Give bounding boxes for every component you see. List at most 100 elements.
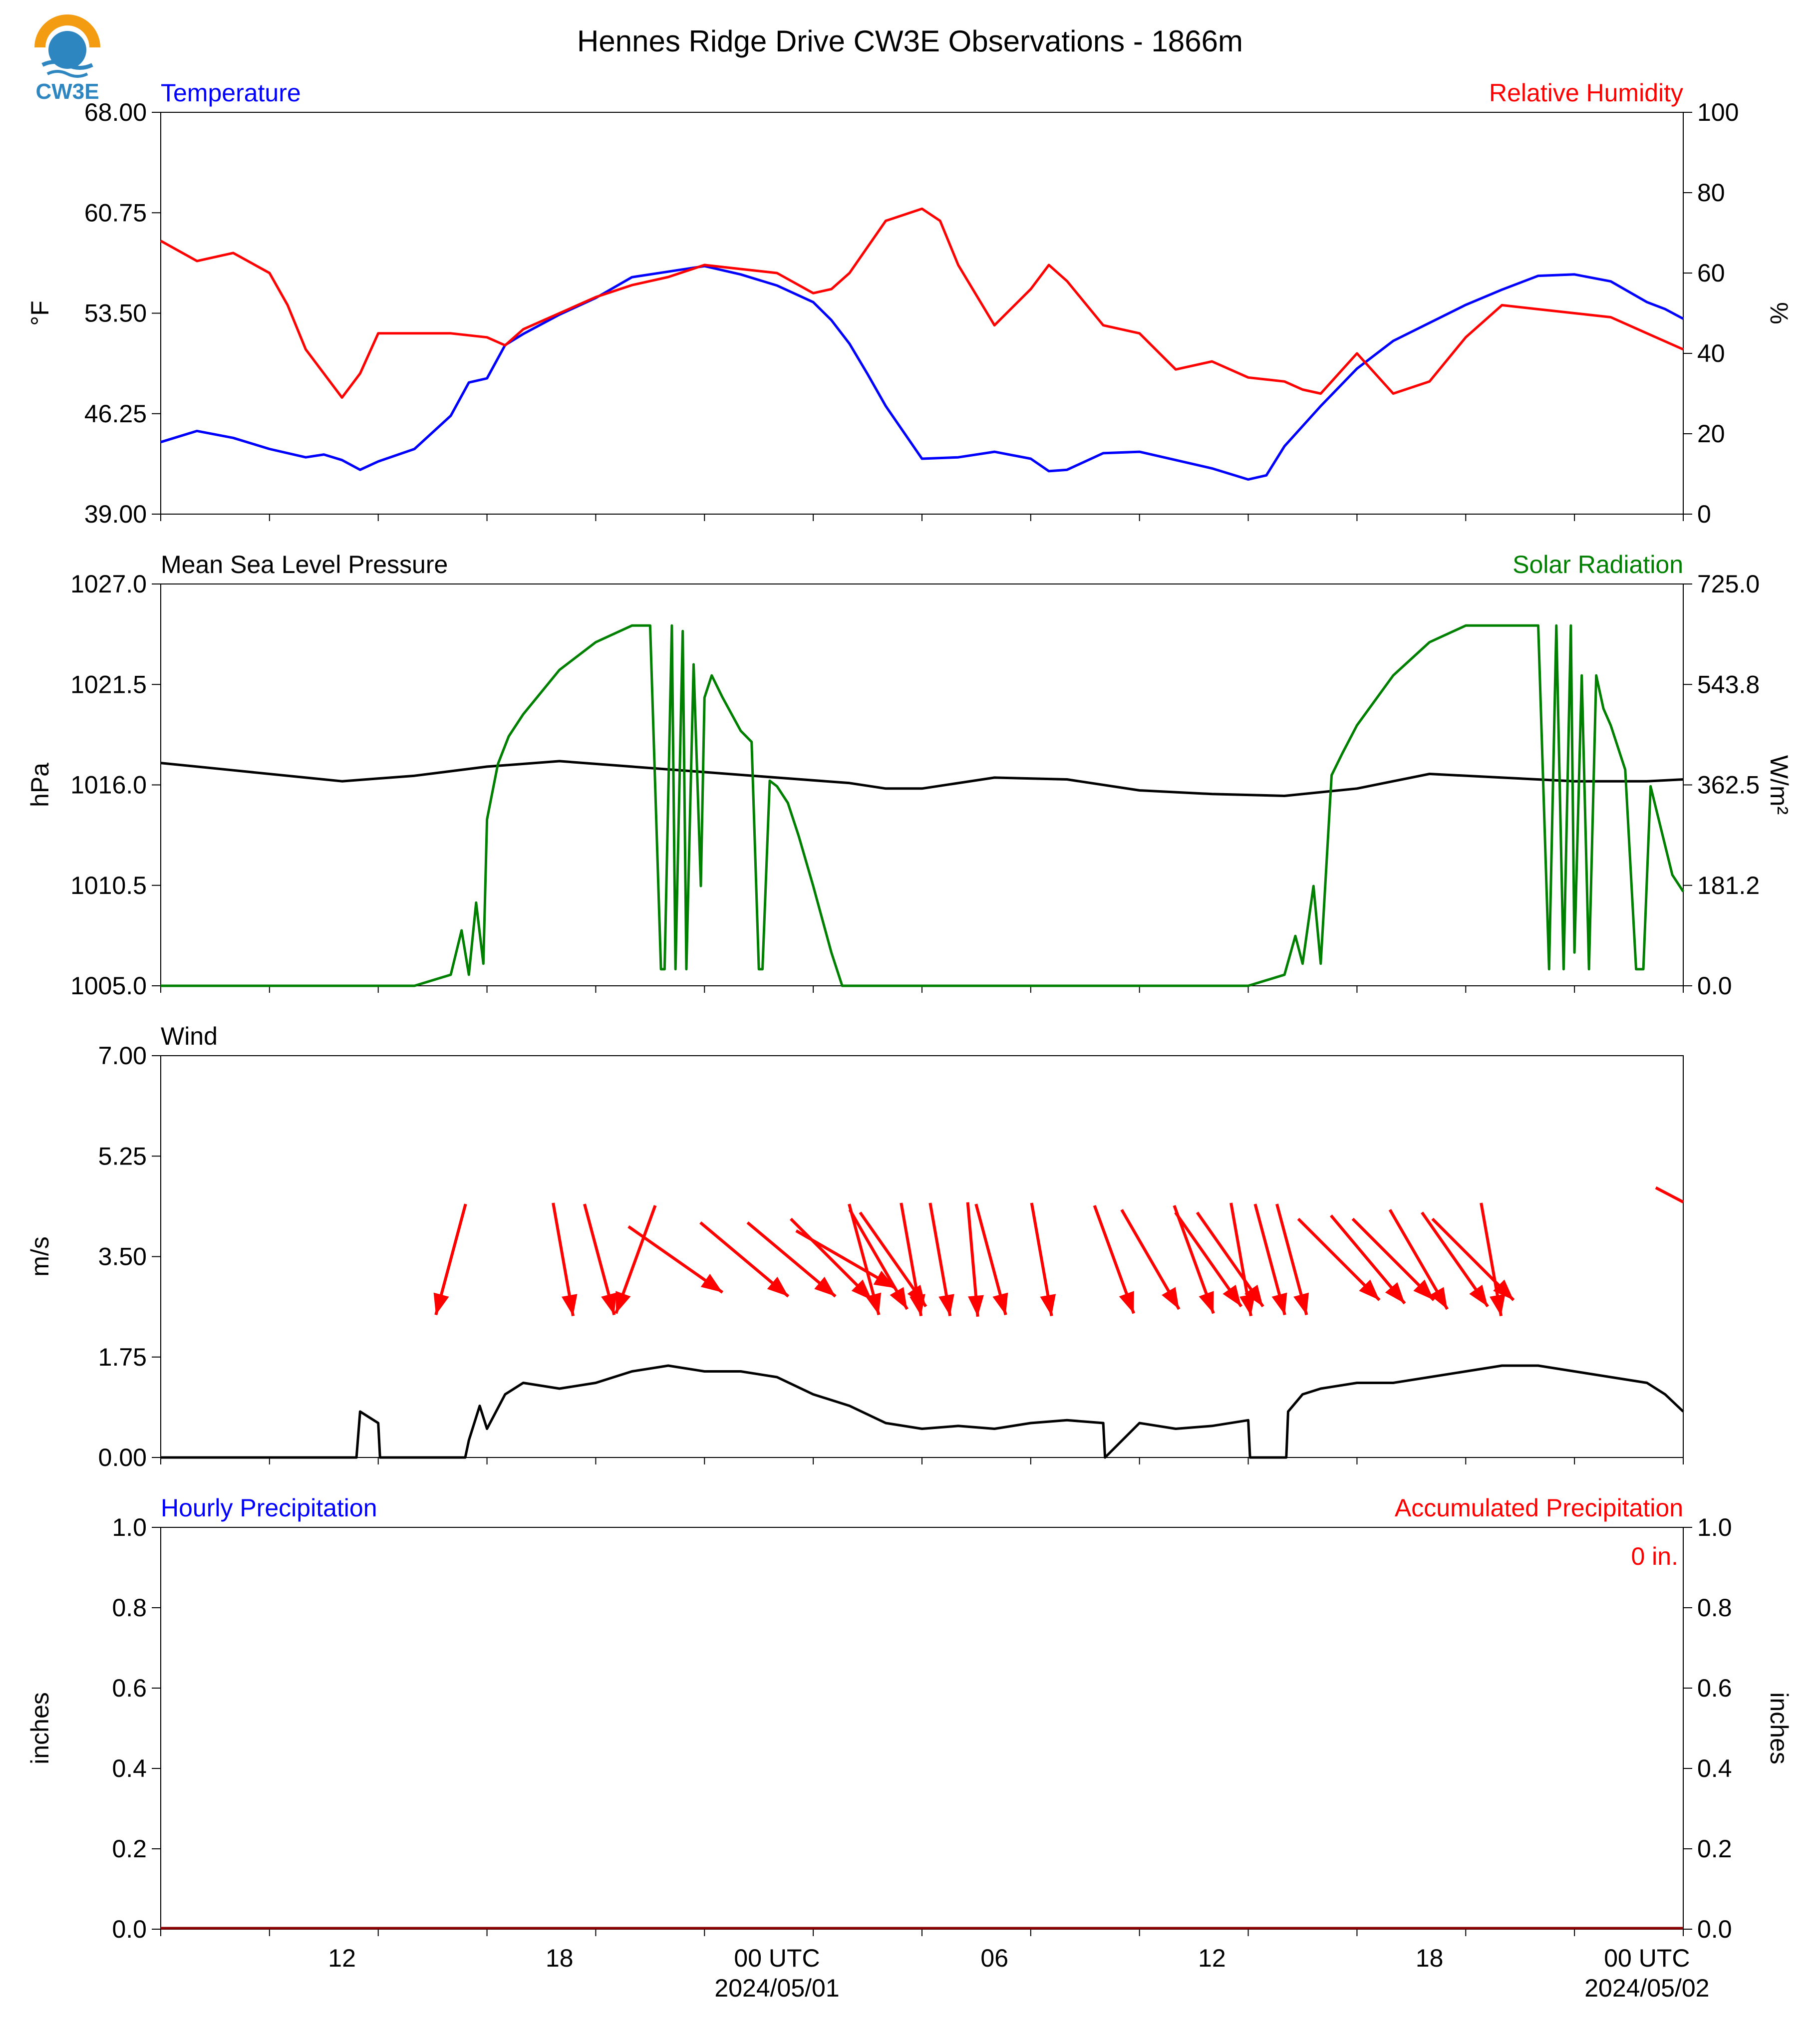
wind-arrow xyxy=(1174,1211,1243,1308)
wind-arrow-head xyxy=(1293,1292,1309,1315)
wind-arrow-head xyxy=(1040,1294,1056,1316)
wind-arrow xyxy=(790,1217,873,1301)
wind-arrow xyxy=(1329,1214,1406,1305)
y-right-tick-label: 362.5 xyxy=(1697,771,1760,799)
wind-arrow xyxy=(627,1225,724,1294)
wind-arrow-head xyxy=(1162,1287,1179,1309)
logo-text: CW3E xyxy=(35,79,99,104)
wind-arrow-head xyxy=(890,1287,908,1309)
y-right-tick-label: 725.0 xyxy=(1697,570,1760,598)
y-right-tick-label: 0.2 xyxy=(1697,1835,1732,1863)
series-line-wind xyxy=(161,1364,1684,1459)
wind-arrow xyxy=(966,1202,984,1317)
y-right-tick-label: 40 xyxy=(1697,339,1725,367)
logo-drop-icon xyxy=(48,31,86,69)
wind-arrow-head xyxy=(938,1294,954,1316)
wind-arrow-head xyxy=(1490,1294,1506,1316)
chart-panels: 68.00 60.75 53.50 46.25 39.00 100 80 60 40 20 0 Tem… xyxy=(26,79,1793,2002)
wind-arrow xyxy=(433,1203,467,1316)
y-left-tick-label: 1027.0 xyxy=(70,570,147,598)
y-right-tick-label: 543.8 xyxy=(1697,670,1760,698)
y-left-axis-label: hPa xyxy=(26,763,54,807)
panel-title-right: Solar Radiation xyxy=(1513,551,1683,579)
y-left-tick-label: 60.75 xyxy=(84,199,147,227)
panel-title-left: Hourly Precipitation xyxy=(161,1494,377,1522)
y-left-tick-label: 53.50 xyxy=(84,299,147,327)
y-right-axis-label: inches xyxy=(1765,1692,1793,1764)
series-line-solar-radiation xyxy=(161,624,1685,987)
accumulated-precip-label: 0 in. xyxy=(1631,1542,1678,1570)
series-line-mean-sea-level-pressure xyxy=(160,760,1684,797)
panel-title-right: Relative Humidity xyxy=(1489,79,1683,107)
wind-arrow-head xyxy=(433,1292,449,1315)
wind-arrow-head xyxy=(601,1292,617,1315)
x-tick-label: 06 xyxy=(980,1944,1008,1972)
logo-sun-arc xyxy=(34,14,100,48)
wind-arrow xyxy=(1173,1205,1215,1314)
y-left-tick-label: 7.00 xyxy=(98,1042,147,1070)
x-tick-label: 12 xyxy=(328,1944,356,1972)
wind-arrow-head xyxy=(1385,1282,1405,1304)
wind-arrow xyxy=(1480,1202,1506,1317)
wind-arrow xyxy=(1431,1217,1515,1301)
y-left-tick-label: 0.00 xyxy=(98,1444,147,1471)
wind-arrow xyxy=(583,1203,617,1316)
wind-arrow-head xyxy=(1469,1284,1488,1307)
wind-arrow xyxy=(1253,1203,1287,1316)
panel-3: 7.00 5.25 3.50 1.75 0.00 Wind m/s xyxy=(26,1022,1684,1471)
wind-arrow xyxy=(795,1229,897,1290)
y-right-tick-label: 0.4 xyxy=(1697,1754,1732,1782)
wind-arrow-head xyxy=(1430,1287,1448,1309)
wind-arrow-head xyxy=(1359,1279,1380,1300)
wind-arrow-head xyxy=(1239,1294,1255,1316)
y-right-axis-label: W/m² xyxy=(1765,755,1793,815)
logo-waves-icon xyxy=(41,60,93,70)
plot-frame xyxy=(160,1055,1684,1458)
y-left-tick-label: 1.0 xyxy=(112,1513,147,1541)
series-line-relative-humidity xyxy=(160,207,1684,399)
y-right-tick-label: 60 xyxy=(1697,259,1725,287)
panel-title-left: Wind xyxy=(161,1022,218,1050)
y-right-tick-label: 80 xyxy=(1697,179,1725,207)
wind-arrow-head xyxy=(1413,1279,1434,1300)
plot-frame xyxy=(160,112,1684,515)
x-tick-label: 12 xyxy=(1198,1944,1226,1972)
wind-arrow-head xyxy=(866,1292,882,1315)
wind-arrow xyxy=(928,1202,954,1317)
y-right-axis-label: % xyxy=(1765,302,1793,324)
wind-arrow xyxy=(614,1205,657,1314)
y-right-tick-label: 1.0 xyxy=(1697,1513,1732,1541)
y-left-tick-label: 1005.0 xyxy=(70,972,147,1000)
y-left-tick-label: 1016.0 xyxy=(70,771,147,799)
y-right-tick-label: 0.6 xyxy=(1697,1674,1732,1702)
plot-frame xyxy=(160,583,1684,986)
y-right-tick-label: 100 xyxy=(1697,98,1739,126)
x-tick-label: 18 xyxy=(1416,1944,1444,1972)
y-left-tick-label: 39.00 xyxy=(84,500,147,528)
y-left-tick-label: 1.75 xyxy=(98,1343,147,1371)
y-left-tick-label: 0.6 xyxy=(112,1674,147,1702)
wind-arrow xyxy=(1388,1209,1449,1310)
wind-arrow-head xyxy=(1119,1291,1134,1314)
y-left-tick-label: 0.0 xyxy=(112,1915,147,1943)
y-left-tick-label: 68.00 xyxy=(84,98,147,126)
wind-arrow xyxy=(1120,1209,1181,1310)
x-tick-label: 00 UTC xyxy=(734,1944,820,1972)
wind-arrow xyxy=(848,1209,909,1310)
y-left-tick-label: 0.8 xyxy=(112,1594,147,1622)
y-left-tick-label: 0.2 xyxy=(112,1835,147,1863)
cw3e-logo: CW3E xyxy=(34,14,100,104)
x-date-label: 2024/05/02 xyxy=(1584,1974,1709,2002)
y-left-tick-label: 1021.5 xyxy=(70,670,147,698)
wind-arrow xyxy=(1297,1217,1381,1301)
wind-arrow xyxy=(746,1221,837,1298)
y-right-tick-label: 20 xyxy=(1697,420,1725,448)
wind-arrow-head xyxy=(1222,1284,1241,1307)
wind-arrow-partial xyxy=(1655,1186,1684,1203)
wind-arrow-head xyxy=(968,1295,984,1317)
y-left-axis-label: °F xyxy=(26,300,54,326)
y-right-tick-label: 0 xyxy=(1697,500,1711,528)
y-left-axis-label: inches xyxy=(26,1692,54,1764)
wind-arrow-head xyxy=(561,1294,578,1316)
wind-arrow xyxy=(1275,1203,1309,1316)
